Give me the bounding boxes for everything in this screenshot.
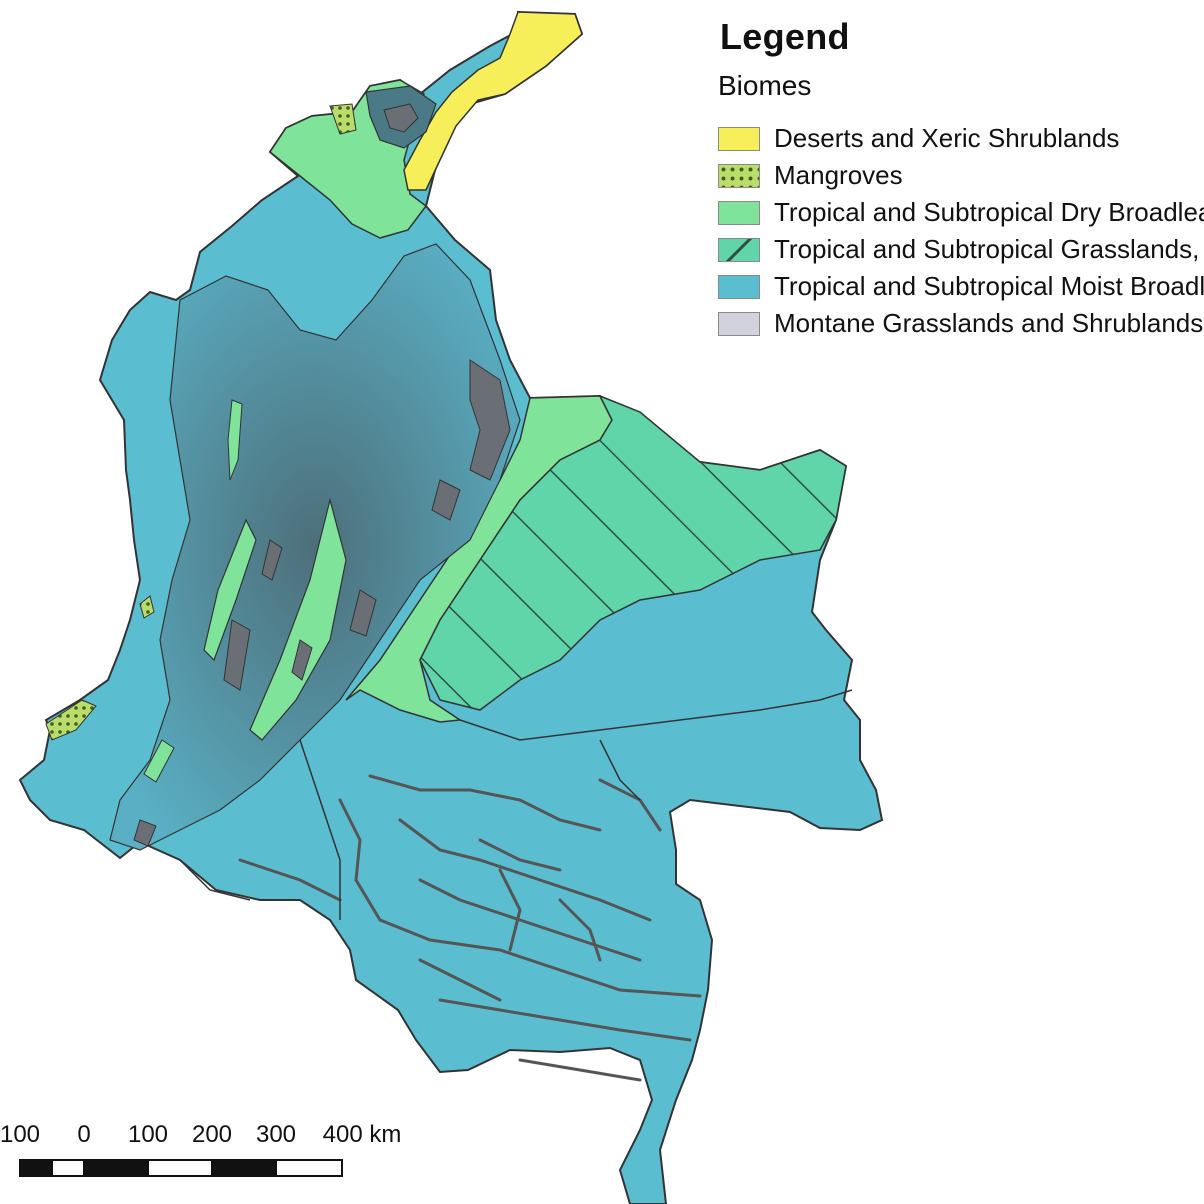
legend-label: Tropical and Subtropical Grasslands, Sav… — [774, 234, 1204, 264]
legend: Legend Biomes Deserts and Xeric Shrublan… — [718, 16, 1204, 342]
scale-bar-label: 100 — [0, 1121, 40, 1148]
legend-label: Mangroves — [774, 160, 903, 190]
magdalena-valley — [249, 497, 347, 741]
legend-item: Mangroves — [718, 157, 1204, 194]
sierra-nevada-paramo — [383, 103, 419, 133]
paramo-patches — [133, 359, 511, 847]
scale-bar-label: 100 — [128, 1121, 168, 1148]
scale-bar-label: 0 — [77, 1121, 90, 1148]
legend-item: Tropical and Subtropical Dry Broadleaf F… — [718, 194, 1204, 231]
scale-bar-label: 300 — [256, 1121, 296, 1148]
legend-items: Deserts and Xeric Shrublands Mangroves Tro… — [718, 120, 1204, 342]
legend-swatch — [718, 126, 760, 151]
legend-item: Deserts and Xeric Shrublands — [718, 120, 1204, 157]
scale-bar-label: 200 — [192, 1121, 232, 1148]
cauca-valley — [203, 518, 257, 662]
mangrove-pacific-south — [45, 699, 97, 741]
rivers — [238, 774, 702, 1082]
legend-label: Deserts and Xeric Shrublands — [774, 123, 1120, 153]
mangrove-pacific-north — [139, 595, 155, 619]
legend-label: Tropical and Subtropical Moist Broadleaf… — [774, 271, 1204, 301]
scale-bar: 100 0 100 200 300 400 km — [0, 1121, 401, 1177]
legend-item: Montane Grasslands and Shrublands — [718, 305, 1204, 342]
legend-item: Tropical and Subtropical Moist Broadleaf… — [718, 268, 1204, 305]
llanos-savanna — [419, 394, 847, 711]
legend-swatch — [718, 311, 760, 336]
legend-label: Tropical and Subtropical Dry Broadleaf F… — [774, 197, 1204, 227]
legend-swatch — [718, 163, 760, 188]
mangrove-caribbean — [329, 103, 357, 135]
legend-swatch — [718, 200, 760, 225]
scale-bar-labels: 100 0 100 200 300 400 km — [0, 1121, 401, 1148]
legend-subtitle: Biomes — [718, 70, 812, 101]
patia-valley — [143, 739, 175, 783]
upper-magdalena-strip — [227, 399, 243, 481]
internal-boundaries — [179, 689, 853, 920]
andes-relief — [109, 243, 521, 851]
legend-item: Tropical and Subtropical Grasslands, Sav… — [718, 231, 1204, 268]
legend-swatch — [718, 274, 760, 299]
legend-title: Legend — [720, 16, 850, 57]
scale-bar-label: 400 km — [323, 1121, 402, 1148]
legend-label: Montane Grasslands and Shrublands — [774, 308, 1204, 338]
guajira-desert — [403, 11, 583, 191]
legend-swatch — [718, 237, 760, 262]
scale-bar-segments — [19, 1159, 343, 1177]
